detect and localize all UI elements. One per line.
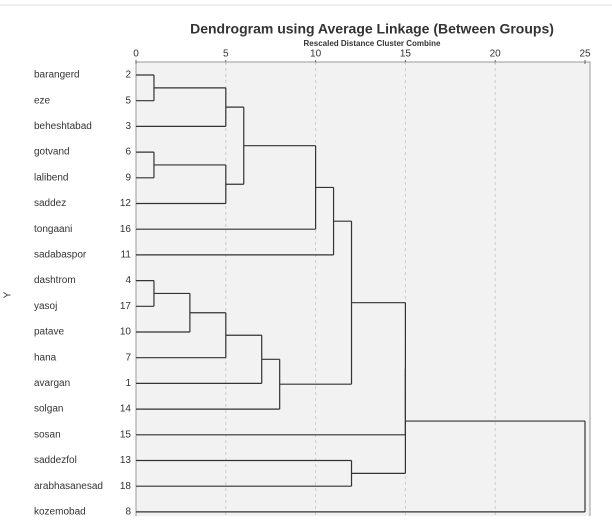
leaf-label: saddezfol: [34, 455, 77, 466]
case-number: 6: [125, 147, 131, 158]
leaf-label: gotvand: [34, 147, 70, 158]
x-tick-label: 25: [579, 49, 591, 60]
y-axis-label: Y: [3, 291, 14, 298]
x-tick-label: 10: [310, 49, 322, 60]
leaf-label: tongaani: [34, 224, 72, 235]
case-number: 2: [125, 70, 131, 81]
leaf-label: sosan: [34, 429, 61, 440]
case-number: 15: [120, 429, 132, 440]
case-number: 5: [125, 95, 131, 106]
chart-subtitle: Rescaled Distance Cluster Combine: [304, 39, 441, 48]
case-number: 3: [125, 121, 131, 132]
leaf-label: arabhasanesad: [34, 481, 103, 492]
leaf-label: hana: [34, 352, 57, 363]
case-number: 14: [120, 404, 132, 415]
leaf-label: eze: [34, 95, 51, 106]
case-number: 10: [120, 327, 132, 338]
case-number: 7: [125, 352, 131, 363]
leaf-label: yasoj: [34, 301, 57, 312]
case-number: 9: [125, 172, 131, 183]
case-number: 4: [125, 275, 131, 286]
leaf-label: lalibend: [34, 172, 68, 183]
plot-area: [135, 61, 591, 521]
case-number: 13: [120, 455, 132, 466]
leaf-label: kozemobad: [34, 507, 86, 516]
x-tick-label: 20: [490, 49, 502, 60]
x-tick-label: 5: [223, 49, 229, 60]
leaf-label: patave: [34, 327, 64, 338]
leaf-label: beheshtabad: [34, 121, 92, 132]
case-number: 17: [120, 301, 132, 312]
x-tick-label: 0: [133, 49, 139, 60]
case-number: 16: [120, 224, 132, 235]
chart-title: Dendrogram using Average Linkage (Betwee…: [190, 21, 554, 37]
case-number: 8: [125, 507, 131, 516]
case-number: 18: [120, 481, 132, 492]
leaf-label: sadabaspor: [34, 250, 87, 261]
case-number: 12: [120, 198, 132, 209]
leaf-label: dashtrom: [34, 275, 76, 286]
leaf-label: solgan: [34, 404, 63, 415]
leaf-label: barangerd: [34, 70, 80, 81]
case-number: 1: [125, 378, 131, 389]
case-number: 11: [121, 250, 132, 261]
leaf-label: saddez: [34, 198, 66, 209]
x-tick-label: 15: [400, 49, 412, 60]
leaf-label: avargan: [34, 378, 70, 389]
